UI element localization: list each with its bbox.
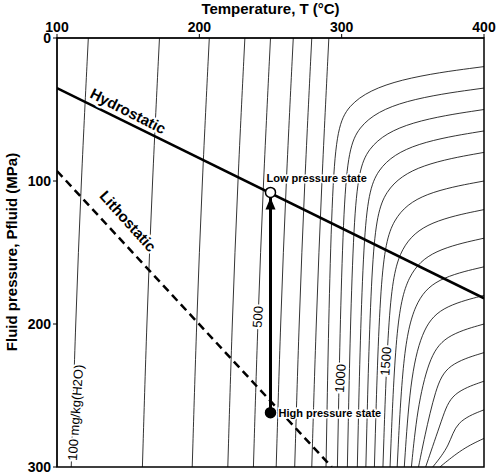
svg-text:100: 100 (45, 19, 69, 35)
svg-text:100: 100 (28, 173, 52, 189)
svg-text:1500: 1500 (377, 346, 394, 376)
svg-text:300: 300 (28, 459, 52, 474)
svg-text:Lithostatic: Lithostatic (96, 187, 159, 255)
svg-text:1000: 1000 (332, 363, 349, 393)
svg-text:0: 0 (43, 30, 51, 46)
svg-text:Low pressure state: Low pressure state (267, 172, 367, 184)
svg-text:Hydrostatic: Hydrostatic (88, 85, 169, 138)
svg-text:400: 400 (472, 19, 492, 35)
svg-text:200: 200 (188, 19, 212, 35)
svg-text:High pressure state: High pressure state (279, 407, 382, 419)
html-text:Temperature, T (°C): Temperature, T (°C) (201, 0, 340, 17)
svg-text:100 mg/kg(H2O): 100 mg/kg(H2O) (65, 364, 87, 461)
svg-text:200: 200 (28, 316, 52, 332)
html-text:Fluid pressure, Pfluid (MPa): Fluid pressure, Pfluid (MPa) (3, 152, 20, 352)
svg-text:300: 300 (330, 19, 354, 35)
svg-text:500: 500 (249, 306, 265, 329)
